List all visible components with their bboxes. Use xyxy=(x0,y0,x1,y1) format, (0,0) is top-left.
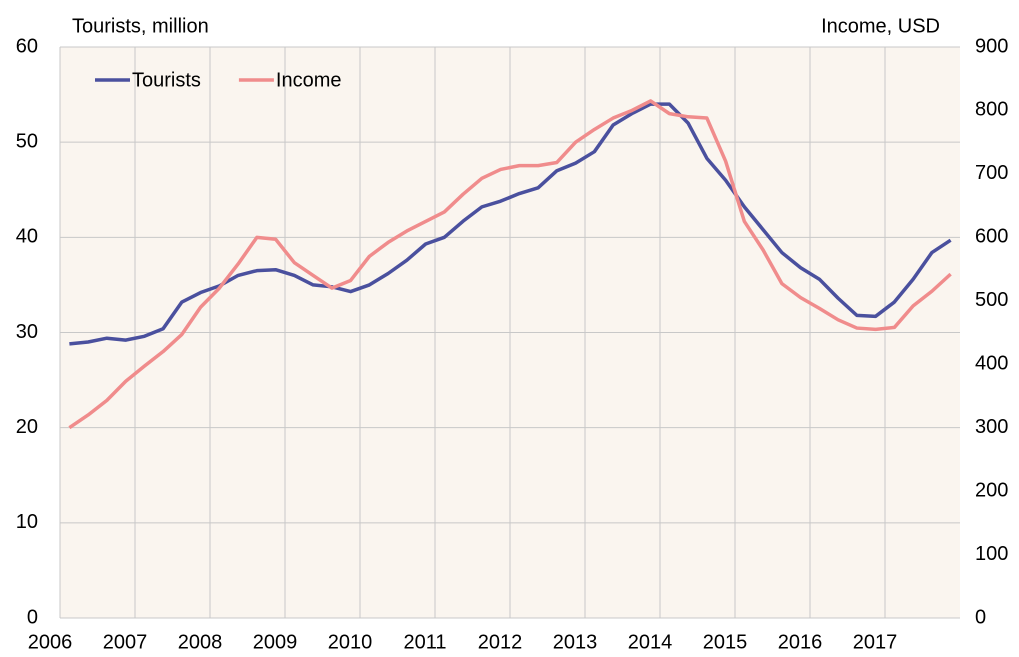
y2-tick-label: 100 xyxy=(975,543,1008,565)
y-tick-label: 20 xyxy=(16,416,38,438)
series-line xyxy=(68,99,952,430)
y-tick-label: 50 xyxy=(16,130,38,152)
y-tick-label: 60 xyxy=(16,35,38,57)
y2-tick-label: 0 xyxy=(975,606,986,628)
legend-label: Tourists xyxy=(132,69,201,91)
series-line xyxy=(69,102,952,346)
x-tick-label: 2010 xyxy=(328,631,373,653)
y2-tick-label: 200 xyxy=(975,479,1008,501)
x-tick-label: 2016 xyxy=(778,631,823,653)
x-tick-label: 2013 xyxy=(553,631,598,653)
y2-tick-label: 300 xyxy=(975,416,1008,438)
x-tick-label: 2008 xyxy=(178,631,223,653)
x-tick-label: 2012 xyxy=(478,631,523,653)
x-tick-label: 2017 xyxy=(853,631,898,653)
y2-tick-label: 600 xyxy=(975,226,1008,248)
y2-tick-label: 800 xyxy=(975,99,1008,121)
y2-axis-label: Income, USD xyxy=(821,15,940,37)
y-tick-label: 30 xyxy=(16,321,38,343)
y-axis-label: Tourists, million xyxy=(72,15,209,37)
x-tick-label: 2015 xyxy=(703,631,748,653)
x-tick-label: 2006 xyxy=(28,631,73,653)
legend-label: Income xyxy=(276,69,342,91)
x-tick-label: 2007 xyxy=(103,631,148,653)
y2-tick-label: 400 xyxy=(975,353,1008,375)
y2-tick-label: 700 xyxy=(975,162,1008,184)
x-tick-label: 2009 xyxy=(253,631,298,653)
x-tick-label: 2014 xyxy=(628,631,673,653)
y2-tick-label: 500 xyxy=(975,289,1008,311)
y-tick-label: 10 xyxy=(16,511,38,533)
x-tick-label: 2011 xyxy=(403,631,446,653)
y2-tick-label: 900 xyxy=(975,35,1008,57)
y-tick-label: 0 xyxy=(27,606,38,628)
y-tick-label: 40 xyxy=(16,226,38,248)
